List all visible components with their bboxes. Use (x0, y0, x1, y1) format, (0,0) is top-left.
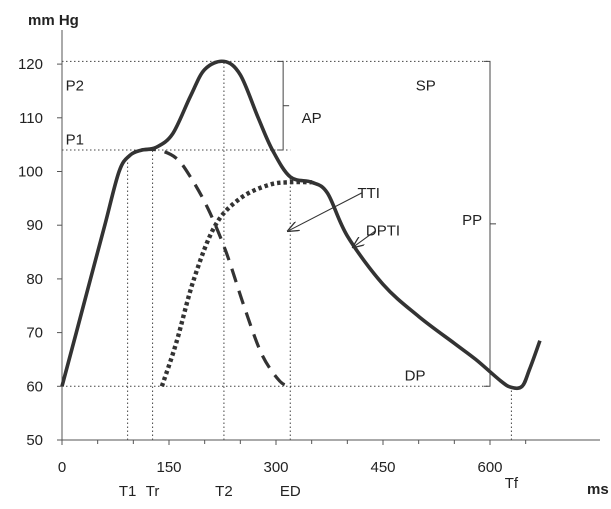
series (60, 59, 542, 391)
y-tick-label: 60 (26, 378, 43, 395)
axes: 0 150 300 450 600 50 60 70 80 90 100 110 120 (18, 30, 600, 476)
bracket-pp (484, 60, 491, 387)
x-tick-label: 150 (156, 459, 181, 476)
annotation-dpti: DPTI (366, 223, 400, 240)
arrows (289, 192, 377, 247)
bracket-ap (277, 60, 284, 151)
annotations: P2 P1 SP AP TTI DPTI PP DP T1 Tr T2 ED Tf (66, 78, 519, 500)
y-tick-label: 100 (18, 164, 43, 181)
annotation-t2: T2 (215, 483, 233, 500)
x-tick-label: 300 (263, 459, 288, 476)
x-tick-label: 600 (477, 459, 502, 476)
annotation-tr: Tr (146, 483, 160, 500)
y-axis-label: mm Hg (28, 12, 79, 29)
y-tick-label: 70 (26, 325, 43, 342)
annotation-pp: PP (462, 212, 482, 229)
annotation-dp: DP (405, 368, 426, 385)
y-tick-label: 80 (26, 271, 43, 288)
annotation-arrow (354, 230, 377, 247)
x-axis-label: ms (587, 481, 609, 498)
annotation-sp: SP (416, 78, 436, 95)
x-tick-label: 450 (370, 459, 395, 476)
series-solid-line (60, 59, 542, 391)
annotation-ap: AP (302, 110, 322, 127)
series-dashed-line (141, 147, 292, 388)
series-dotted-line (159, 179, 312, 387)
annotation-arrow (289, 192, 362, 231)
annotation-tti: TTI (357, 185, 380, 202)
y-tick-label: 120 (18, 56, 43, 73)
annotation-t1: T1 (119, 483, 137, 500)
y-tick-label: 110 (19, 110, 43, 127)
annotation-ed: ED (280, 483, 301, 500)
annotation-p1: P1 (66, 131, 84, 148)
y-tick-label: 90 (26, 217, 43, 234)
brackets (277, 60, 496, 387)
x-tick-label: 0 (58, 459, 66, 476)
annotation-tf: Tf (505, 475, 519, 492)
annotation-p2: P2 (66, 78, 84, 95)
reference-lines (62, 60, 512, 440)
y-tick-label: 50 (26, 432, 43, 449)
